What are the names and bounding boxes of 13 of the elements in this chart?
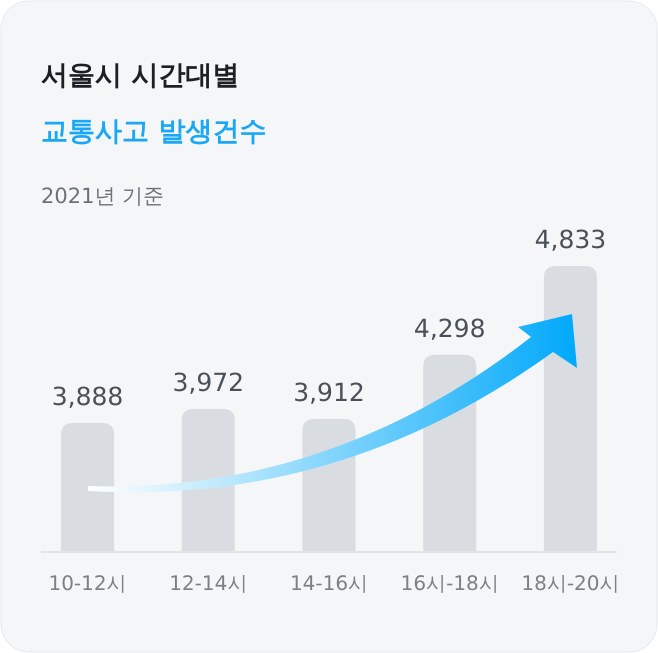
x-tick-label: 10-12시 [48, 571, 127, 595]
data-label: 3,912 [293, 378, 365, 407]
x-tick-label: 14-16시 [290, 571, 368, 595]
chart-title: 서울시 시간대별 [41, 60, 240, 91]
data-label: 3,888 [52, 382, 124, 411]
data-label: 4,298 [414, 314, 486, 343]
x-tick-label: 12-14시 [169, 571, 248, 595]
text: 2021년 기준 [41, 184, 164, 208]
data-label: 4,833 [534, 225, 606, 254]
x-tick-label: 18시-20시 [521, 571, 620, 595]
data-label: 3,972 [172, 368, 244, 397]
x-tick-label: 16시-18시 [400, 571, 499, 595]
chart-subtitle: 교통사고 발생건수 [41, 116, 266, 147]
